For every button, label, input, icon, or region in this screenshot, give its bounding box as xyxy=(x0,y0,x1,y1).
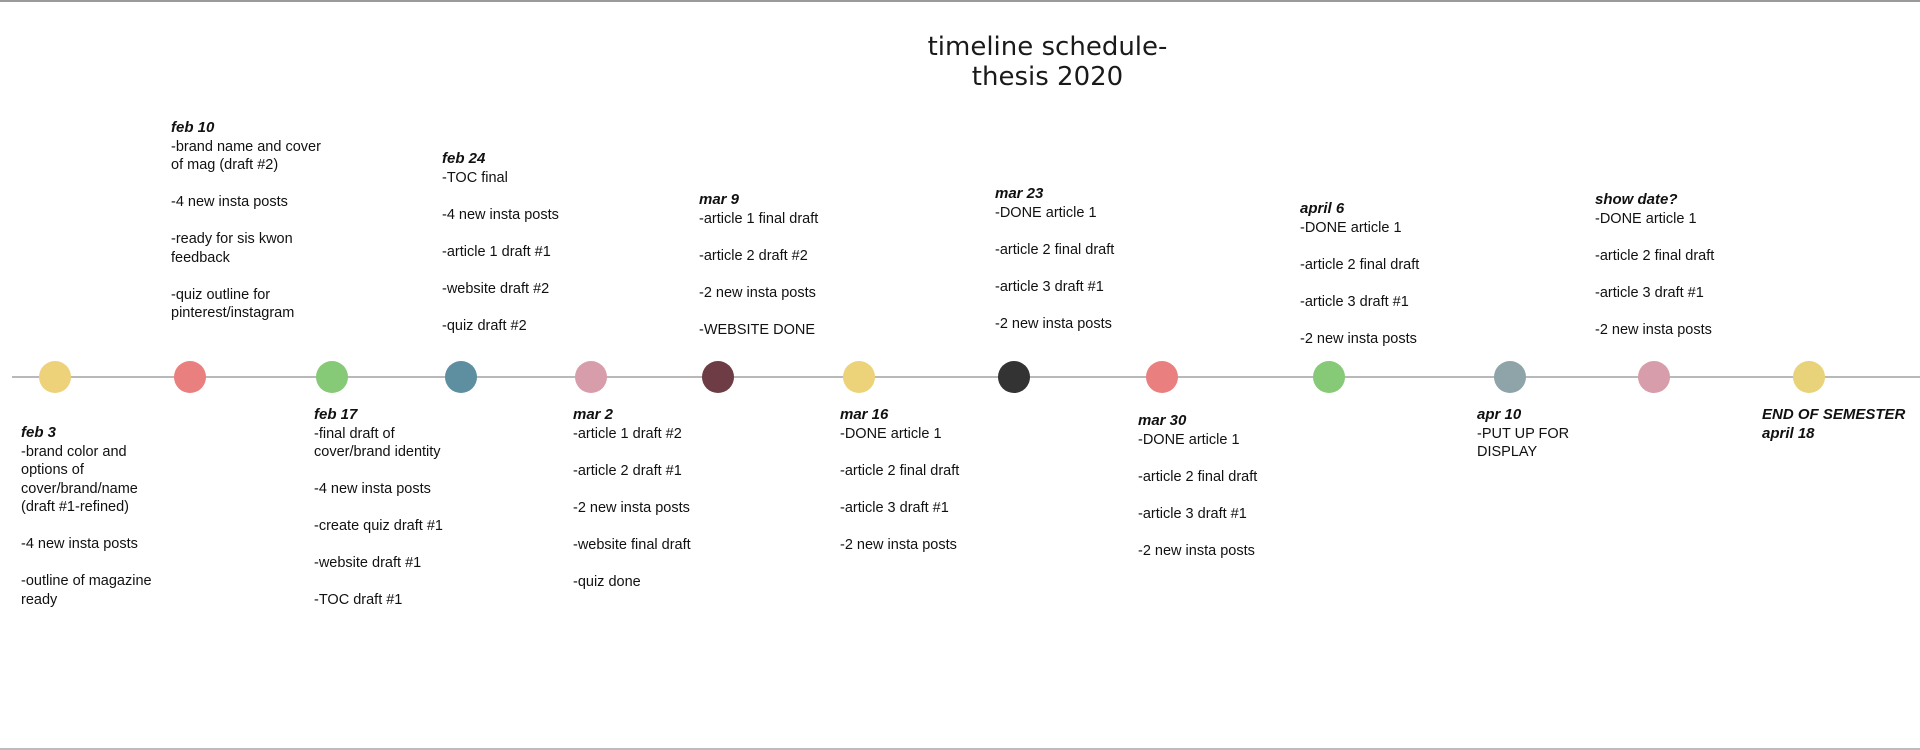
milestone-task: -quiz draft #2 xyxy=(442,317,527,334)
milestone-dot xyxy=(39,361,71,393)
milestone-task: -create quiz draft #1 xyxy=(314,518,443,534)
milestone-entry: feb 3 -brand color and options of cover/b… xyxy=(21,424,173,609)
milestone-task: -DONE article 1 xyxy=(1595,210,1697,227)
milestone-task: -2 new insta posts xyxy=(573,499,690,516)
milestone-task: -quiz done xyxy=(573,573,641,590)
milestone-task: -outline of magazine ready xyxy=(21,573,152,608)
timeline-axis xyxy=(12,376,1920,378)
milestone-task: -2 new insta posts xyxy=(1595,321,1712,338)
milestone-dot xyxy=(1313,361,1345,393)
milestone-entry: feb 10 -brand name and cover of mag (draf… xyxy=(171,119,323,323)
milestone-task: -brand name and cover of mag (draft #2) xyxy=(171,138,321,174)
milestone-dot xyxy=(445,361,477,393)
milestone-date: mar 9 xyxy=(699,191,740,208)
milestone-task: -TOC draft #1 xyxy=(314,592,403,608)
milestone-dot xyxy=(1494,361,1526,393)
milestone-entry: apr 10 -PUT UP FOR DISPLAY xyxy=(1477,406,1629,462)
milestone-entry: feb 17 -final draft of cover/brand identi… xyxy=(314,406,466,610)
milestone-dot xyxy=(174,361,206,393)
milestone-task: -final draft of cover/brand identity xyxy=(314,425,441,461)
milestone-date: april 6 xyxy=(1300,200,1345,217)
milestone-task: -article 1 draft #1 xyxy=(442,243,551,260)
milestone-task: -article 1 draft #2 xyxy=(573,425,682,442)
milestone-task: -article 2 final draft xyxy=(1595,247,1715,264)
milestone-task: -DONE article 1 xyxy=(1138,431,1240,448)
milestone-entry: END OF SEMESTER april 18 xyxy=(1762,406,1912,443)
milestone-task: -2 new insta posts xyxy=(699,284,816,301)
milestone-entry: mar 23 -DONE article 1 -article 2 final dr… xyxy=(995,185,1147,333)
milestone-task: -quiz outline for pinterest/instagram xyxy=(171,286,295,322)
milestone-date: mar 16 xyxy=(840,406,889,423)
milestone-date: apr 10 xyxy=(1477,406,1522,423)
milestone-entry: mar 30 -DONE article 1 -article 2 final dr… xyxy=(1138,412,1290,560)
milestone-task: -article 2 draft #1 xyxy=(573,462,682,479)
title-line-1: timeline schedule- xyxy=(927,32,1168,62)
milestone-date: feb 3 xyxy=(21,424,57,441)
milestone-task: -DONE article 1 xyxy=(840,425,942,442)
milestone-task: -article 2 final draft xyxy=(1300,256,1420,273)
milestone-task: -4 new insta posts xyxy=(314,481,431,497)
milestone-entry: mar 9 -article 1 final draft -article 2 dr… xyxy=(699,191,851,339)
milestone-date: feb 10 xyxy=(171,119,215,136)
milestone-task: -brand color and options of cover/brand/… xyxy=(21,443,138,516)
milestone-task: -ready for sis kwon feedback xyxy=(171,231,293,266)
milestone-date: feb 24 xyxy=(442,150,486,167)
milestone-dot xyxy=(702,361,734,393)
milestone-dot xyxy=(1638,361,1670,393)
milestone-task: -article 2 final draft xyxy=(995,241,1115,258)
milestone-task: -article 1 final draft xyxy=(699,210,819,227)
milestone-entry: feb 24 -TOC final -4 new insta posts -artic… xyxy=(442,150,594,335)
milestone-task: -article 3 draft #1 xyxy=(995,278,1104,295)
milestone-task: -website draft #1 xyxy=(314,555,422,571)
milestone-entry: show date? -DONE article 1 -article 2 fina… xyxy=(1595,191,1747,339)
milestone-task: -PUT UP FOR DISPLAY xyxy=(1477,425,1570,461)
milestone-dot xyxy=(998,361,1030,393)
milestone-dot xyxy=(1146,361,1178,393)
milestone-dot xyxy=(575,361,607,393)
milestone-task: -2 new insta posts xyxy=(1300,330,1417,347)
milestone-task: -article 2 final draft xyxy=(840,462,960,479)
milestone-task: -TOC final xyxy=(442,169,508,186)
milestone-entry: april 6 -DONE article 1 -article 2 final d… xyxy=(1300,200,1452,348)
milestone-date: mar 2 xyxy=(573,406,614,423)
milestone-task: -article 3 draft #1 xyxy=(1300,293,1409,310)
milestone-task: -2 new insta posts xyxy=(840,536,957,553)
milestone-task: -DONE article 1 xyxy=(1300,219,1402,236)
milestone-date: feb 17 xyxy=(314,406,358,423)
milestone-task: -article 2 final draft xyxy=(1138,468,1258,485)
milestone-task: -article 3 draft #1 xyxy=(840,499,949,516)
milestone-task: -article 3 draft #1 xyxy=(1595,284,1704,301)
milestone-task: -4 new insta posts xyxy=(171,194,288,210)
milestone-entry: mar 2 -article 1 draft #2 -article 2 draft… xyxy=(573,406,725,591)
milestone-task: -4 new insta posts xyxy=(21,536,138,552)
milestone-task: -2 new insta posts xyxy=(995,315,1112,332)
milestone-task: -DONE article 1 xyxy=(995,204,1097,221)
milestone-task: -WEBSITE DONE xyxy=(699,321,816,338)
milestone-date: mar 30 xyxy=(1138,412,1187,429)
milestone-task: -article 3 draft #1 xyxy=(1138,505,1247,522)
milestone-dot xyxy=(316,361,348,393)
milestone-task: -4 new insta posts xyxy=(442,206,559,223)
milestone-date: END OF SEMESTER april 18 xyxy=(1762,406,1906,442)
milestone-task: -article 2 draft #2 xyxy=(699,247,808,264)
milestone-entry: mar 16 -DONE article 1 -article 2 final dr… xyxy=(840,406,992,554)
milestone-dot xyxy=(843,361,875,393)
milestone-date: mar 23 xyxy=(995,185,1044,202)
milestone-dot xyxy=(1793,361,1825,393)
milestone-date: show date? xyxy=(1595,191,1678,208)
milestone-task: -website final draft xyxy=(573,536,691,553)
title-line-2: thesis 2020 xyxy=(971,62,1124,92)
page-title: timeline schedule- thesis 2020 xyxy=(860,32,1235,92)
milestone-task: -website draft #2 xyxy=(442,280,550,297)
milestone-task: -2 new insta posts xyxy=(1138,542,1255,559)
